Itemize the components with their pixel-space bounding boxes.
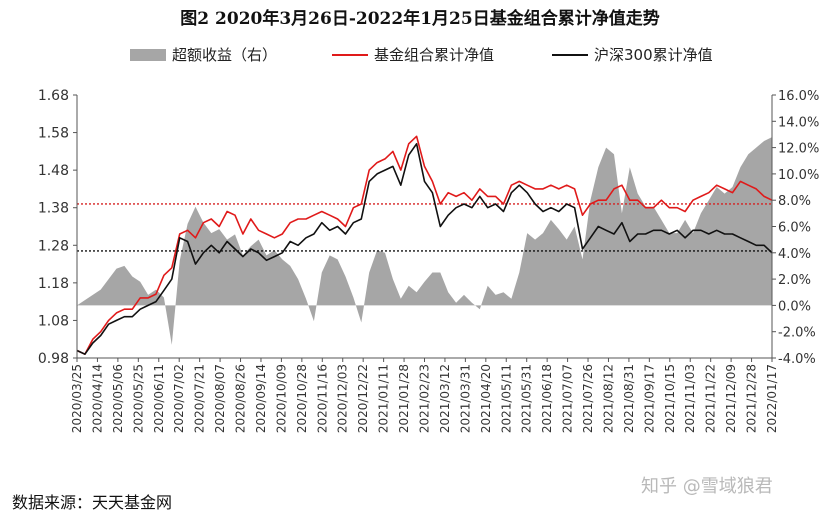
x-tick-label: 2022/01/17: [765, 364, 779, 433]
x-tick-label: 2020/08/26: [234, 364, 248, 433]
y2-tick-label: 4.0%: [778, 247, 811, 262]
legend-swatch-hs300: [552, 53, 588, 56]
y2-tick-label: 12.0%: [778, 142, 819, 157]
y2-tick-label: 10.0%: [778, 168, 819, 183]
y-tick-label: 1.68: [38, 88, 69, 104]
legend-label-excess: 超额收益（右）: [172, 46, 278, 64]
x-tick-label: 2021/11/22: [704, 364, 718, 433]
x-tick-label: 2021/11/03: [683, 364, 697, 433]
x-tick-label: 2021/01/11: [377, 364, 391, 433]
x-tick-label: 2020/11/16: [315, 364, 329, 433]
x-tick-label: 2020/03/25: [70, 364, 84, 433]
y2-tick-label: 16.0%: [778, 89, 819, 104]
x-tick-label: 2021/01/28: [397, 364, 411, 433]
legend-label-fund: 基金组合累计净值: [374, 46, 495, 64]
x-tick-label: 2021/03/12: [438, 364, 452, 433]
x-tick-label: 2021/08/31: [622, 364, 636, 433]
x-tick-label: 2021/03/31: [458, 364, 472, 433]
chart-title: 图2 2020年3月26日-2022年1月25日基金组合累计净值走势: [180, 9, 660, 29]
x-tick-label: 2021/08/12: [601, 364, 615, 433]
x-tick-label: 2020/07/02: [172, 364, 186, 433]
x-tick-label: 2021/12/28: [745, 364, 759, 433]
x-tick-label: 2020/07/21: [193, 364, 207, 433]
y-tick-label: 1.38: [38, 201, 69, 217]
x-tick-label: 2020/12/22: [356, 364, 370, 433]
watermark: 知乎 @雪域狼君: [641, 476, 773, 497]
x-tick-label: 2021/07/07: [561, 364, 575, 433]
x-tick-label: 2021/04/20: [479, 364, 493, 433]
y2-tick-label: 6.0%: [778, 221, 811, 236]
x-tick-label: 2020/08/07: [213, 364, 227, 433]
x-tick-label: 2020/10/09: [274, 364, 288, 433]
x-tick-label: 2021/05/11: [499, 364, 513, 433]
x-tick-label: 2021/09/17: [642, 364, 656, 433]
y2-tick-label: -4.0%: [778, 352, 816, 367]
y2-tick-label: 2.0%: [778, 273, 811, 288]
series-area-excess-return: [77, 137, 772, 345]
y-tick-label: 1.08: [38, 313, 69, 329]
x-tick-label: 2021/06/18: [540, 364, 554, 433]
y2-tick-label: -2.0%: [778, 326, 816, 341]
legend-item-fund: 基金组合累计净值: [332, 44, 494, 65]
y-tick-label: 1.48: [38, 163, 69, 179]
x-tick-label: 2021/12/09: [724, 364, 738, 433]
legend: 超额收益（右） 基金组合累计净值 沪深300累计净值: [0, 44, 840, 66]
legend-item-hs300: 沪深300累计净值: [552, 44, 713, 65]
legend-label-hs300: 沪深300累计净值: [594, 46, 713, 64]
series-line-fund: [76, 135, 773, 356]
x-tick-label: 2021/05/31: [520, 364, 534, 433]
series-line-hs300: [76, 143, 773, 356]
legend-item-excess: 超额收益（右）: [130, 44, 277, 65]
legend-swatch-excess: [130, 48, 166, 61]
x-tick-label: 2021/10/15: [663, 364, 677, 433]
y-tick-label: 1.28: [38, 238, 69, 254]
y-tick-label: 1.58: [38, 126, 69, 142]
x-tick-label: 2020/04/14: [90, 364, 104, 433]
x-tick-label: 2021/07/26: [581, 364, 595, 433]
y-tick-label: 1.18: [38, 276, 69, 292]
y-tick-label: 0.98: [38, 351, 69, 367]
x-tick-label: 2020/05/06: [111, 364, 125, 433]
y2-tick-label: 14.0%: [778, 115, 819, 130]
x-tick-label: 2020/06/11: [152, 364, 166, 433]
y2-tick-label: 8.0%: [778, 194, 811, 209]
x-tick-label: 2020/05/25: [131, 364, 145, 433]
x-tick-label: 2020/09/14: [254, 364, 268, 433]
source-note: 数据来源：天天基金网: [12, 493, 173, 512]
x-tick-label: 2020/10/28: [295, 364, 309, 433]
y2-tick-label: 0.0%: [778, 299, 811, 314]
x-tick-label: 2020/12/03: [336, 364, 350, 433]
legend-swatch-fund: [332, 53, 368, 56]
x-tick-label: 2021/02/23: [418, 364, 432, 433]
